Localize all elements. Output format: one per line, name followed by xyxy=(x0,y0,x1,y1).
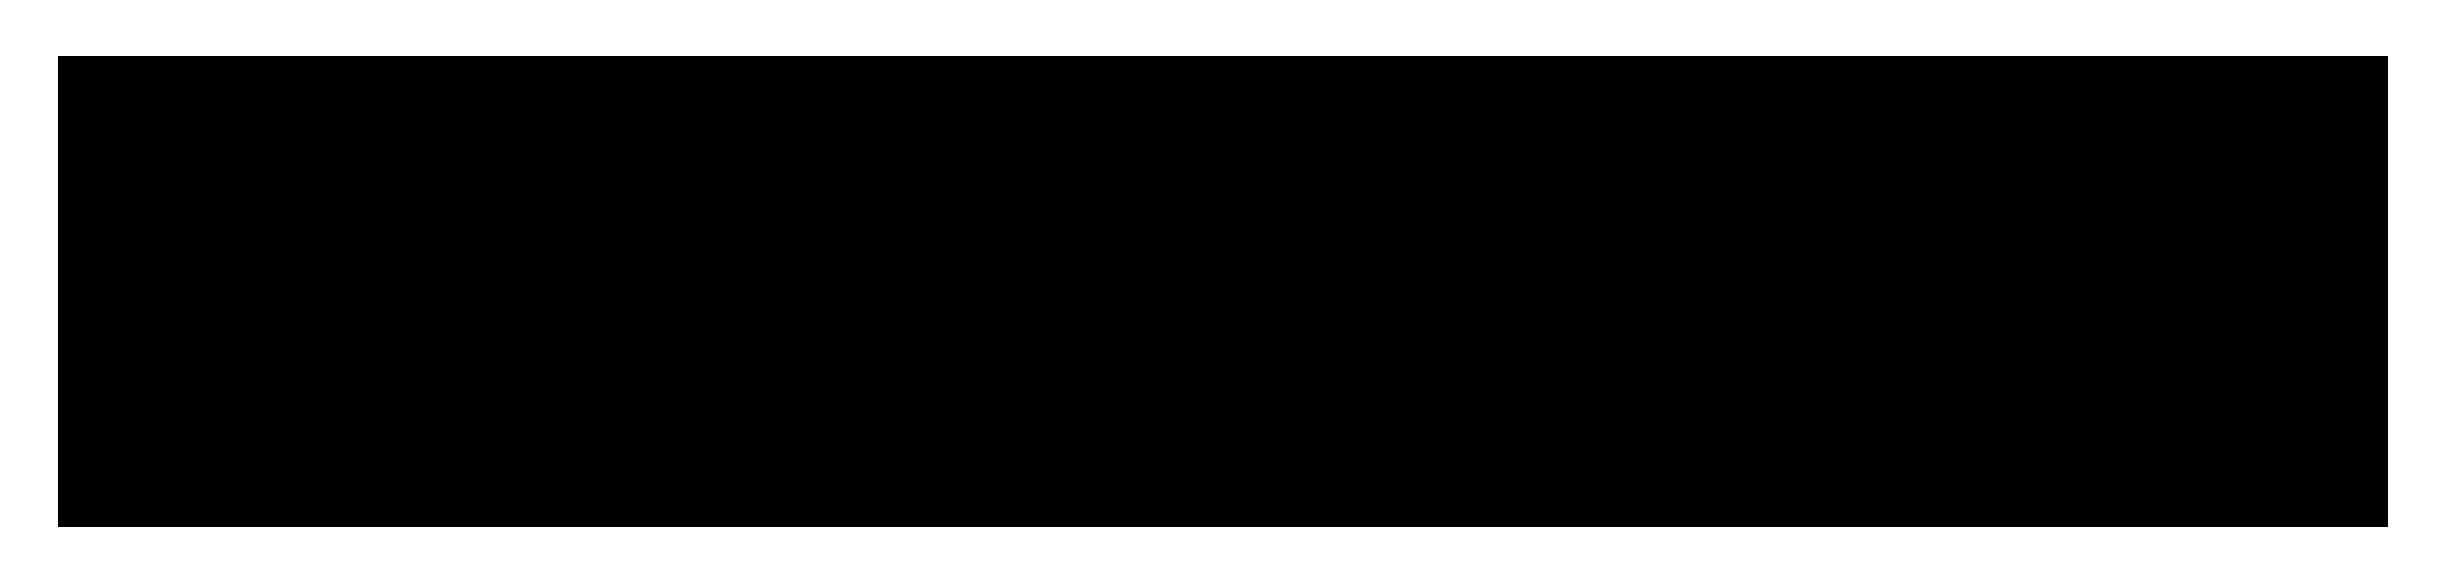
figure-background xyxy=(58,56,2388,527)
